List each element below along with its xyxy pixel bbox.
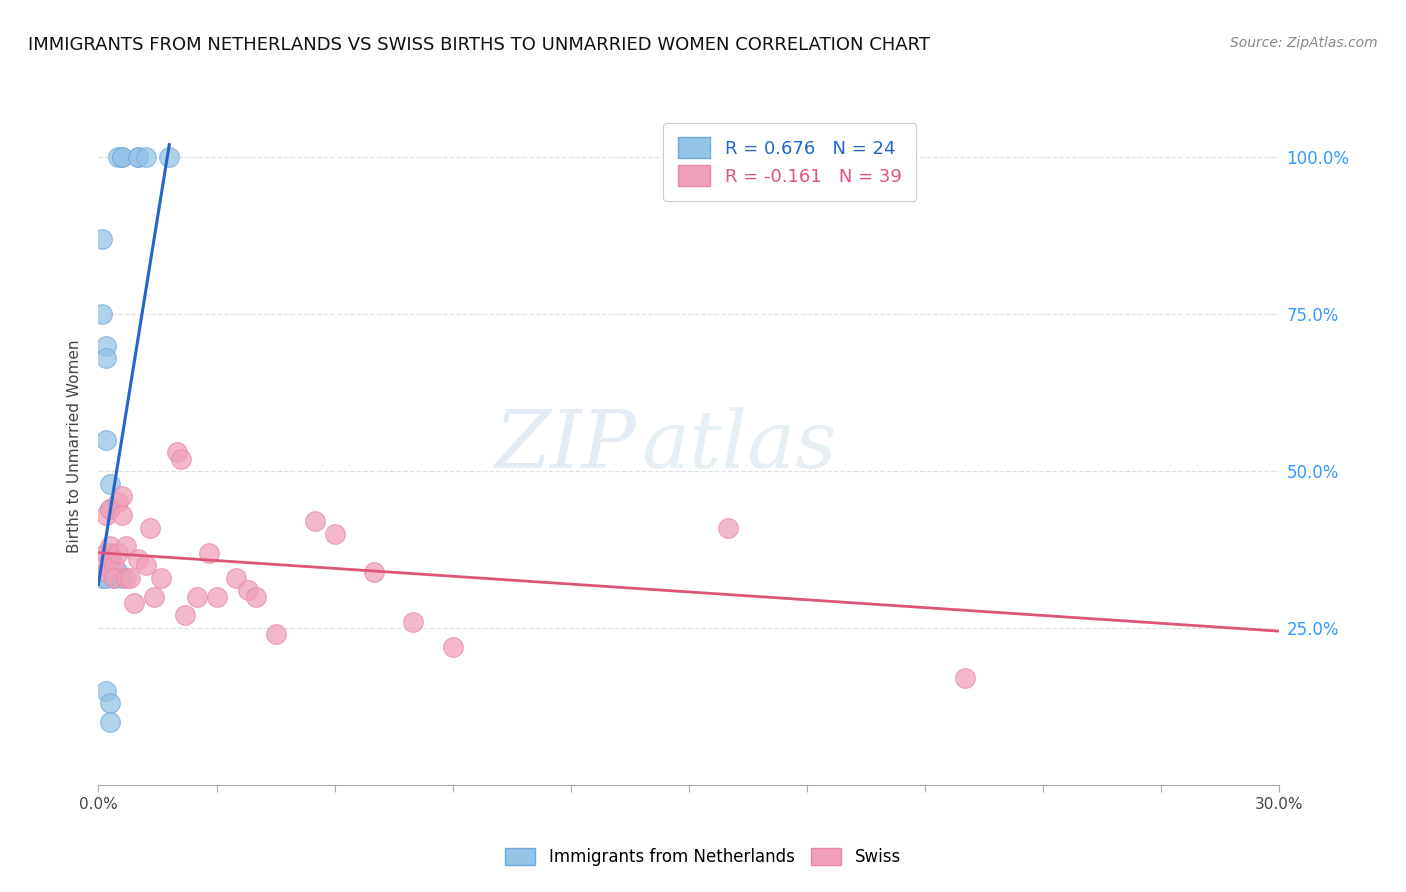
Point: [205, 590, 228, 604]
Point: [98, 715, 121, 730]
Point: [98, 540, 121, 554]
Point: [103, 558, 125, 573]
Point: [245, 590, 267, 604]
Point: [186, 590, 208, 604]
Point: [157, 150, 180, 164]
Point: [111, 508, 134, 522]
Point: [107, 546, 129, 560]
Point: [323, 527, 346, 541]
Point: [91, 232, 114, 246]
Point: [135, 558, 157, 573]
Point: [96, 351, 118, 365]
Y-axis label: Births to Unmarried Women: Births to Unmarried Women: [67, 339, 83, 553]
Point: [138, 520, 160, 534]
Point: [98, 546, 121, 560]
Legend: R = 0.676   N = 24, R = -0.161   N = 39: R = 0.676 N = 24, R = -0.161 N = 39: [664, 123, 917, 201]
Point: [127, 150, 149, 164]
Point: [91, 571, 114, 585]
Point: [91, 558, 114, 573]
Point: [107, 565, 129, 579]
Point: [111, 150, 134, 164]
Point: [197, 546, 219, 560]
Point: [96, 683, 118, 698]
Point: [111, 571, 134, 585]
Text: IMMIGRANTS FROM NETHERLANDS VS SWISS BIRTHS TO UNMARRIED WOMEN CORRELATION CHART: IMMIGRANTS FROM NETHERLANDS VS SWISS BIR…: [28, 36, 931, 54]
Point: [170, 451, 193, 466]
Point: [717, 520, 740, 534]
Text: ZIP: ZIP: [494, 408, 636, 484]
Point: [174, 608, 197, 623]
Text: Source: ZipAtlas.com: Source: ZipAtlas.com: [1230, 36, 1378, 50]
Point: [115, 571, 138, 585]
Point: [98, 552, 121, 566]
Point: [166, 445, 188, 459]
Point: [402, 615, 425, 629]
Point: [103, 571, 125, 585]
Point: [96, 565, 118, 579]
Point: [115, 540, 138, 554]
Point: [91, 307, 114, 321]
Point: [98, 476, 121, 491]
Point: [103, 571, 125, 585]
Point: [96, 571, 118, 585]
Point: [111, 150, 134, 164]
Text: atlas: atlas: [641, 408, 837, 484]
Point: [236, 583, 259, 598]
Point: [118, 571, 141, 585]
Point: [98, 697, 121, 711]
Point: [107, 495, 129, 509]
Point: [96, 433, 118, 447]
Point: [127, 150, 149, 164]
Point: [150, 571, 173, 585]
Point: [441, 640, 464, 654]
Point: [98, 501, 121, 516]
Point: [264, 627, 287, 641]
Point: [953, 671, 976, 685]
Point: [103, 565, 125, 579]
Point: [96, 338, 118, 352]
Point: [225, 571, 247, 585]
Point: [363, 565, 385, 579]
Point: [135, 150, 157, 164]
Point: [96, 508, 118, 522]
Point: [111, 489, 134, 503]
Point: [96, 546, 118, 560]
Point: [98, 501, 121, 516]
Point: [107, 150, 129, 164]
Point: [122, 596, 145, 610]
Legend: Immigrants from Netherlands, Swiss: Immigrants from Netherlands, Swiss: [496, 840, 910, 875]
Point: [127, 552, 149, 566]
Point: [142, 590, 165, 604]
Point: [304, 514, 326, 528]
